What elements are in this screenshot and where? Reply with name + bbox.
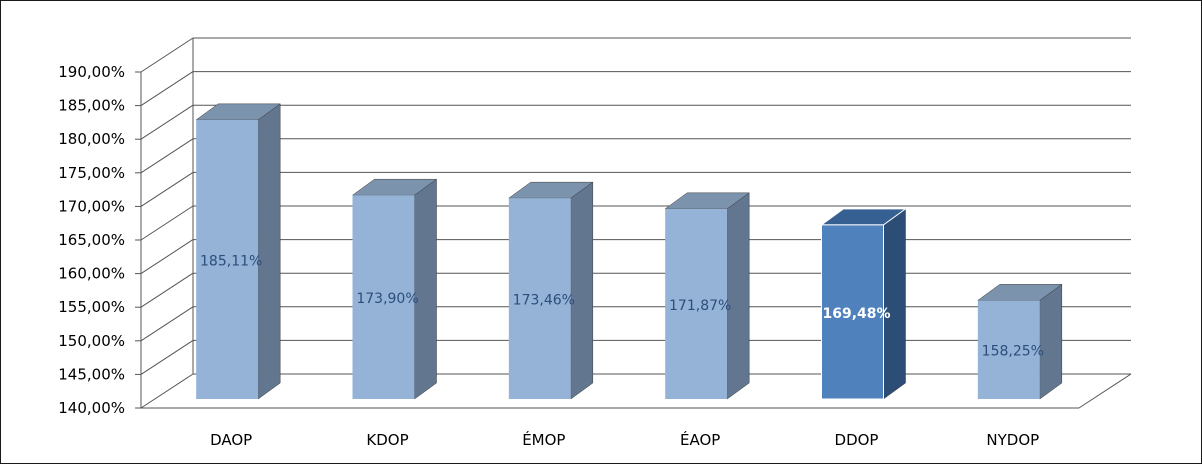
bar-side (257, 103, 281, 400)
x-axis-categories: DAOP KDOP ÉMOP ÉAOP DDOP NYDOP (210, 430, 1039, 449)
x-tick-label: ÉAOP (680, 430, 720, 449)
bar-front (508, 198, 571, 399)
bar-front (821, 224, 884, 400)
gridline-diagonal (140, 138, 194, 174)
gridline-diagonal (140, 272, 194, 308)
gridline-diagonal (140, 171, 194, 207)
bar: 171,87% (664, 192, 750, 400)
y-tick-label: 145,00% (58, 365, 125, 383)
gridline-diagonal (140, 306, 194, 342)
y-tick-label: 140,00% (58, 399, 125, 417)
gridline-diagonal (140, 373, 194, 409)
x-tick-label: KDOP (366, 431, 408, 449)
bar: 185,11% (195, 103, 281, 400)
gridline-diagonal (140, 71, 194, 107)
bar-side (1039, 283, 1063, 400)
bar: 173,90% (351, 178, 438, 400)
gridlines (135, 37, 1131, 409)
bar-side (414, 178, 437, 400)
y-tick-label: 150,00% (58, 332, 125, 350)
gridline-diagonal (140, 104, 194, 140)
bar: 158,25% (977, 283, 1063, 400)
x-tick-label: NYDOP (986, 431, 1039, 449)
y-tick-label: 165,00% (58, 231, 125, 249)
bar-front (352, 195, 415, 399)
gridline-diagonal (140, 37, 194, 73)
x-tick-label: ÉMOP (522, 430, 565, 449)
gridline-diagonal (140, 239, 194, 275)
x-tick-label: DDOP (835, 431, 879, 449)
y-axis-ticks: 140,00% 145,00% 150,00% 155,00% 160,00% 165,0… (58, 63, 125, 417)
gridline-diagonal (140, 205, 194, 241)
floor-right-edge (1078, 373, 1132, 409)
y-tick-label: 170,00% (58, 197, 125, 215)
y-tick-label: 180,00% (58, 130, 125, 148)
bar-front (977, 300, 1040, 399)
data-label: 173,46% (513, 293, 575, 309)
bars: 185,11% 173,90% 173,46% 171,87% 169,48% 158,2… (195, 103, 1063, 400)
bar-side (883, 208, 906, 400)
y-tick-label: 190,00% (58, 63, 125, 81)
data-label: 173,90% (356, 291, 418, 307)
gridline-diagonal (140, 339, 194, 375)
y-tick-label: 160,00% (58, 265, 125, 283)
bar-side (570, 181, 594, 400)
bar: 173,46% (508, 181, 594, 400)
bar-front (665, 208, 728, 399)
data-label: 171,87% (669, 298, 731, 314)
data-label: 185,11% (200, 253, 262, 269)
y-tick-label: 175,00% (58, 164, 125, 182)
data-label: 169,48% (822, 306, 890, 322)
bar-side (726, 192, 750, 400)
y-tick-label: 155,00% (58, 298, 125, 316)
data-label: 158,25% (982, 344, 1044, 360)
bar-front (196, 119, 259, 399)
x-tick-label: DAOP (210, 431, 252, 449)
bar: 169,48% (819, 208, 908, 400)
y-tick-label: 185,00% (58, 97, 125, 115)
